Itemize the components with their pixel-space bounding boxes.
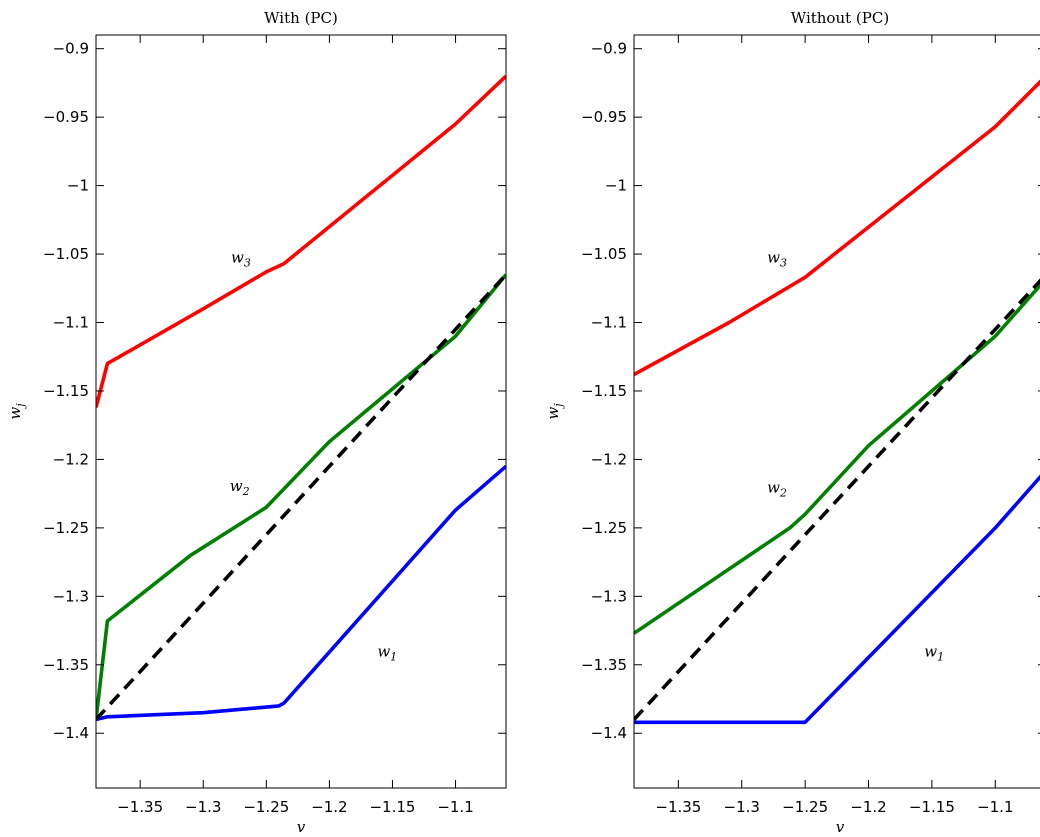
y-tick-label: −1.35 bbox=[43, 656, 89, 674]
y-tick-label: −1.1 bbox=[591, 314, 627, 332]
y-tick-label: −1.35 bbox=[581, 656, 627, 674]
y-axis-label: wj bbox=[6, 403, 27, 420]
series-annotation-w1: w1 bbox=[924, 643, 944, 664]
y-tick-label: −1.25 bbox=[581, 519, 627, 537]
x-tick-label: −1.25 bbox=[243, 798, 289, 816]
reference-dashed-line bbox=[634, 278, 1040, 721]
series-annotation-w2: w2 bbox=[230, 477, 250, 498]
y-tick-label: −0.9 bbox=[591, 40, 627, 58]
y-tick-label: −1.15 bbox=[581, 382, 627, 400]
y-tick-label: −1.2 bbox=[591, 450, 627, 468]
y-tick-label: −1.2 bbox=[53, 450, 89, 468]
axes-frame bbox=[633, 34, 1040, 789]
y-axis-label: wj bbox=[544, 403, 565, 420]
series-line-w1 bbox=[634, 474, 1040, 725]
x-tick-label: −1.2 bbox=[850, 798, 886, 816]
y-tick-label: −1.15 bbox=[43, 382, 89, 400]
x-tick-label: −1.35 bbox=[655, 798, 701, 816]
series-line-w2 bbox=[96, 273, 506, 720]
x-tick-label: −1.15 bbox=[369, 798, 415, 816]
x-tick-label: −1.3 bbox=[185, 798, 221, 816]
series-line-w2 bbox=[634, 282, 1040, 635]
series-line-w1 bbox=[96, 464, 506, 722]
x-tick-label: −1.15 bbox=[909, 798, 955, 816]
y-tick-label: −0.95 bbox=[581, 108, 627, 126]
x-tick-label: −1.1 bbox=[977, 798, 1013, 816]
axes-frame bbox=[95, 34, 507, 789]
y-tick-label: −1 bbox=[67, 177, 89, 195]
x-axis-label: v bbox=[836, 818, 845, 836]
chart-panel-2: −0.9 −0.95 −1 −1.05 −1.1 −1.15 −1.2 −1.25 −1.3 −1… bbox=[544, 9, 1040, 836]
series-line-w3 bbox=[96, 74, 506, 408]
y-tick-label: −1.05 bbox=[43, 245, 89, 263]
series-annotation-w3: w3 bbox=[231, 248, 251, 269]
x-tick-label: −1.1 bbox=[437, 798, 473, 816]
y-tick-label: −1.3 bbox=[591, 587, 627, 605]
chart-panel-1: −0.9 −0.95 −1 −1.05 −1.1 −1.15 −1.2 −1.25 −1.3 −1… bbox=[6, 9, 507, 836]
series-annotation-w2: w2 bbox=[767, 478, 787, 499]
reference-dashed-line bbox=[96, 273, 506, 721]
y-tick-label: −1.05 bbox=[581, 245, 627, 263]
y-tick-label: −0.9 bbox=[53, 40, 89, 58]
y-tick-label: −1.25 bbox=[43, 519, 89, 537]
x-tick-label: −1.35 bbox=[117, 798, 163, 816]
y-tick-label: −0.95 bbox=[43, 108, 89, 126]
x-tick-label: −1.3 bbox=[724, 798, 760, 816]
x-tick-label: −1.2 bbox=[311, 798, 347, 816]
chart-title: With (PC) bbox=[264, 9, 338, 27]
chart-title: Without (PC) bbox=[791, 9, 889, 27]
x-tick-label: −1.25 bbox=[782, 798, 828, 816]
y-tick-label: −1.4 bbox=[53, 724, 89, 742]
series-annotation-w1: w1 bbox=[377, 643, 397, 664]
y-tick-label: −1.3 bbox=[53, 587, 89, 605]
x-axis-label: v bbox=[297, 818, 306, 836]
plot-lines bbox=[634, 79, 1040, 725]
series-annotation-w3: w3 bbox=[767, 248, 787, 269]
y-tick-label: −1.1 bbox=[53, 314, 89, 332]
y-tick-label: −1 bbox=[605, 177, 627, 195]
plot-lines bbox=[96, 74, 506, 722]
series-line-w3 bbox=[634, 79, 1040, 377]
y-tick-label: −1.4 bbox=[591, 724, 627, 742]
